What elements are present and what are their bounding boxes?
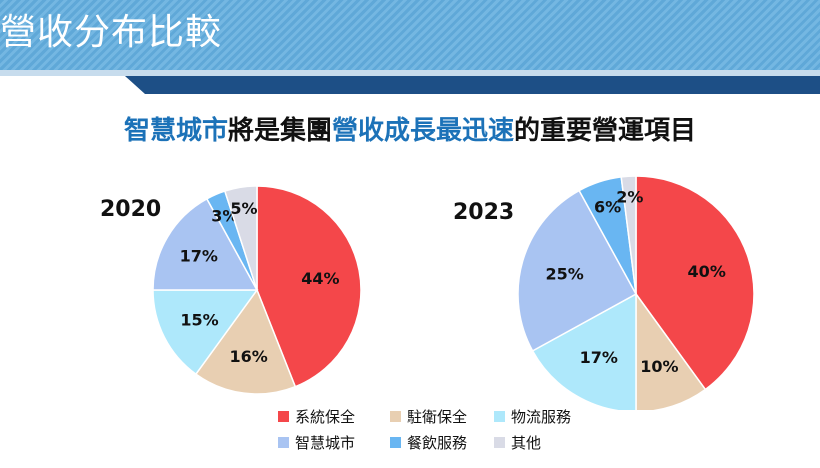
accent-light-stripe [0,70,820,76]
pie-2020-slice-logistics [152,289,259,376]
legend-swatch [278,410,289,422]
pie-2023-year-label: 2023 [453,200,515,225]
pie-2020-label-logistics: 15% [180,310,218,329]
legend-label: 餐飲服務 [407,433,468,452]
legend-label: 物流服務 [511,407,572,426]
headline-text-2: 的重要營運項目 [514,116,697,146]
pie-2020-slice-other [223,185,258,291]
legend-item-catering: 餐飲服務 [390,431,494,453]
pie-2020-slice-guard-security [194,288,297,395]
headline-highlight-2: 營收成長最迅速 [332,116,515,146]
legend-label: 系統保全 [295,407,356,426]
pie-2023-label-smart-city: 25% [545,264,583,283]
legend-label: 智慧城市 [295,433,356,452]
accent-dark-stripe [125,76,820,94]
pie-chart-2020: 44%16%15%17%3%5% [152,185,362,395]
pie-2020-year-label: 2020 [100,197,162,222]
pie-2023-slice-logistics [531,292,637,410]
pie-2023-slice-system-security [635,175,755,391]
pie-2020-slice-smart-city [152,197,259,291]
legend-swatch [494,410,505,422]
legend-swatch [390,436,401,448]
headline: 智慧城市將是集團營收成長最迅速的重要營運項目 [0,110,820,147]
pie-2023-label-system-security: 40% [688,262,726,281]
pie-2020-slice-system-security [256,185,362,388]
pie-2020-label-system-security: 44% [301,269,339,288]
header-accent-bar [0,70,820,94]
header-band [0,0,820,70]
legend-label: 駐衛保全 [407,407,468,426]
legend-item-logistics: 物流服務 [494,405,608,427]
pie-2023-label-logistics: 17% [580,348,618,367]
pie-2020-label-smart-city: 17% [180,247,218,266]
legend-item-guard-security: 駐衛保全 [390,405,494,427]
headline-text-1: 將是集團 [227,116,332,146]
pie-chart-2023: 40% 10% 17% 25% 6%2% [517,175,755,410]
legend-item-system-security: 系統保全 [278,405,390,427]
pie-2023-slice-smart-city [517,189,638,352]
pie-2023-label-other: 2% [616,187,643,206]
legend-item-smart-city: 智慧城市 [278,431,390,453]
legend-swatch [278,436,289,448]
legend-item-other: 其他 [494,431,608,453]
legend-swatch [494,436,505,448]
slide-title: 營收分布比較 [0,12,223,53]
pie-2020-label-other: 5% [230,199,257,218]
headline-highlight-1: 智慧城市 [123,116,228,146]
pie-2023-label-guard-security: 10% [640,357,678,376]
legend-label: 其他 [511,433,542,452]
pie-2020-label-guard-security: 16% [230,347,268,366]
pie-2023-slice-guard-security [635,291,707,410]
legend: 系統保全 駐衛保全 物流服務 智慧城市 餐飲服務 其他 [278,405,608,453]
pie-2023-label-catering: 6% [594,197,621,216]
pie-2023-slice-other [620,175,637,295]
legend-swatch [390,410,401,422]
